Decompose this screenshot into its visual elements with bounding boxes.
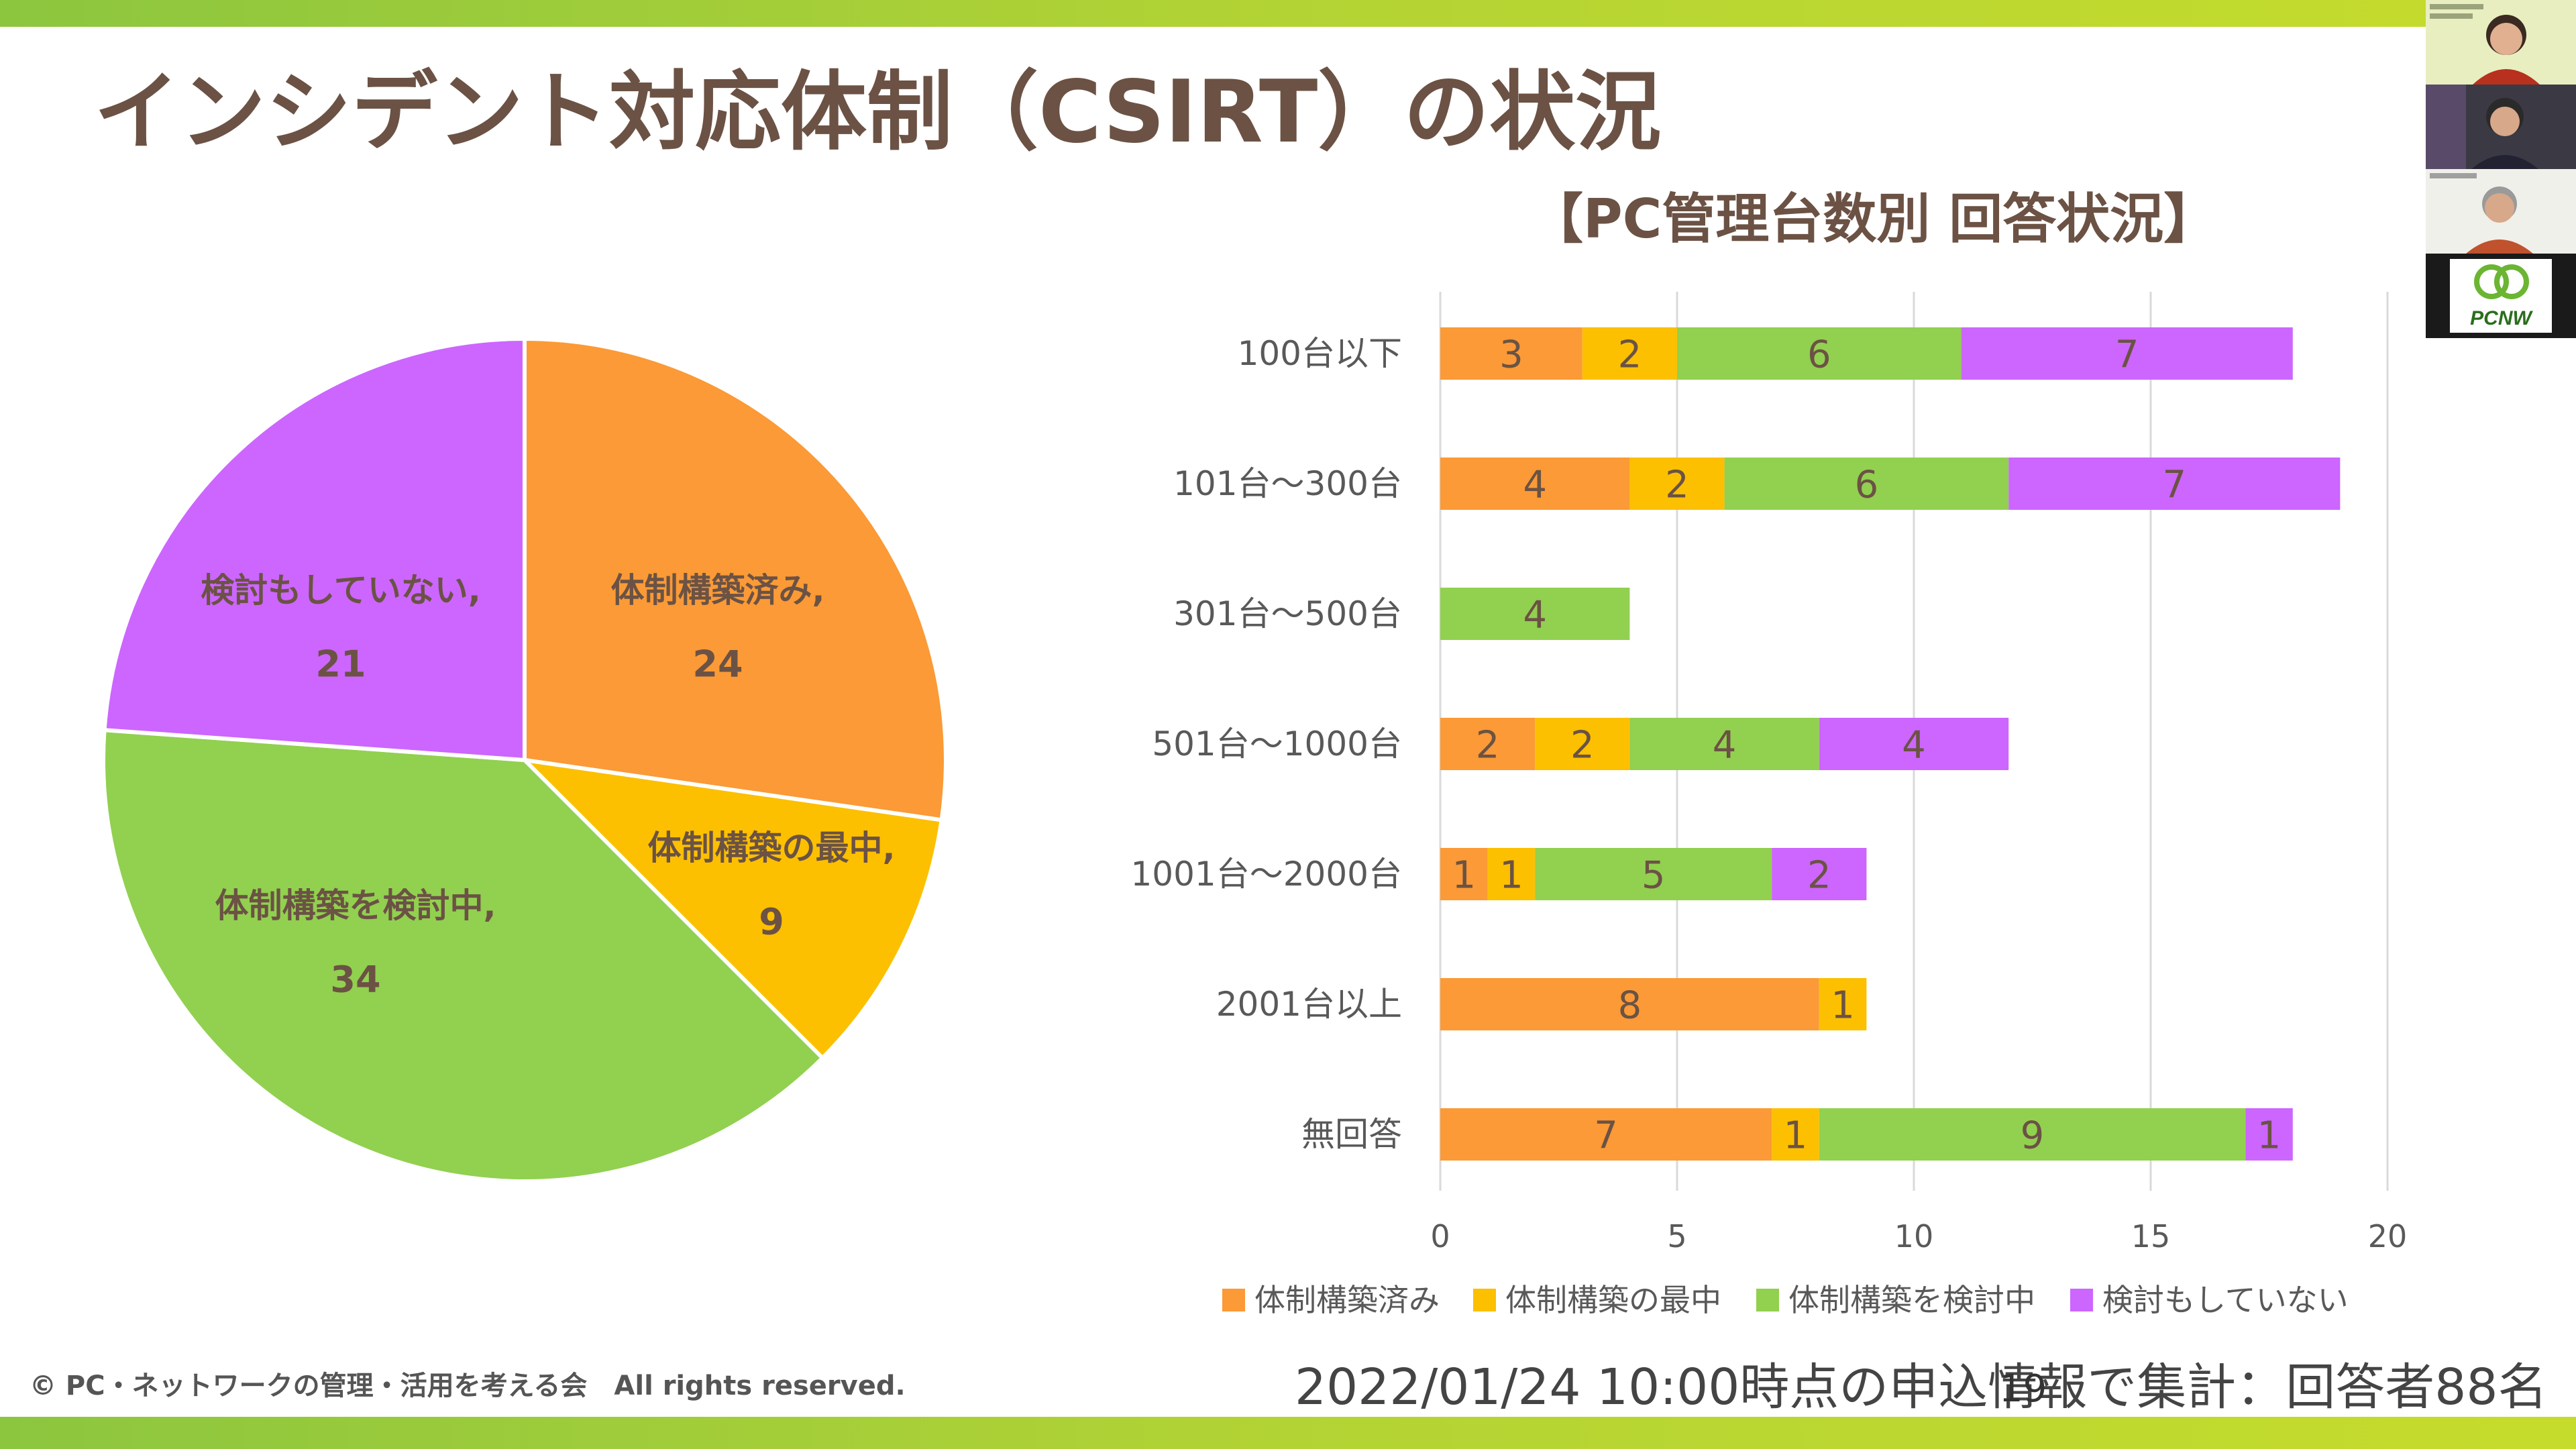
pie-slice-value: 9 bbox=[759, 901, 784, 943]
bottom-accent-bar bbox=[0, 1417, 2576, 1449]
bar-data-label: 2 bbox=[1618, 333, 1642, 377]
participant-avatar-icon bbox=[2426, 0, 2576, 85]
bar-segment bbox=[1629, 718, 1819, 770]
bar-data-label: 8 bbox=[1618, 984, 1642, 1028]
bar-data-label: 1 bbox=[1452, 854, 1476, 898]
x-tick-label: 20 bbox=[2368, 1218, 2408, 1254]
y-category-label: 2001台以上 bbox=[1216, 985, 1402, 1024]
participant-video-3[interactable] bbox=[2426, 169, 2576, 254]
bar-segment bbox=[1440, 1108, 1772, 1161]
bar-segment bbox=[1724, 458, 2009, 510]
footer-note: 2022/01/24 10:00時点の申込情報で集計：回答者88名 bbox=[1295, 1358, 2548, 1416]
pcnw-logo-icon: PCNW bbox=[2450, 259, 2552, 333]
legend-label: 体制構築を検討中 bbox=[1788, 1282, 2035, 1318]
bar-segment bbox=[1440, 327, 1582, 380]
bar-segment bbox=[1772, 848, 1867, 900]
page-number: 19 bbox=[1999, 1367, 2047, 1411]
pie-slice-value: 34 bbox=[330, 959, 380, 1001]
pcnw-logo-text: PCNW bbox=[2470, 307, 2533, 329]
bar-segment bbox=[1629, 458, 1725, 510]
bar-data-label: 1 bbox=[1831, 984, 1855, 1028]
bar-data-label: 4 bbox=[1902, 724, 1926, 767]
pie-slice bbox=[523, 336, 948, 822]
legend-label: 体制構築済み bbox=[1254, 1282, 1440, 1318]
y-category-label: 1001台～2000台 bbox=[1131, 855, 1403, 894]
bar-segment bbox=[1772, 1108, 1819, 1161]
bar-segment bbox=[1535, 718, 1630, 770]
bar-data-label: 9 bbox=[2021, 1114, 2045, 1158]
y-category-label: 100台以下 bbox=[1238, 334, 1402, 373]
legend-swatch bbox=[1473, 1289, 1496, 1311]
legend-swatch bbox=[2070, 1289, 2093, 1311]
bar-data-label: 5 bbox=[1642, 854, 1666, 898]
pie-slice-label: 体制構築を検討中, bbox=[215, 886, 496, 925]
bar-data-label: 1 bbox=[1784, 1114, 1808, 1158]
bar-data-label: 2 bbox=[1570, 724, 1595, 767]
pie-slice-value: 24 bbox=[692, 643, 743, 686]
slide-title: インシデント対応体制（CSIRT）の状況 bbox=[94, 62, 1662, 162]
bar-segment bbox=[1582, 327, 1677, 380]
bar-data-label: 6 bbox=[1807, 333, 1831, 377]
bar-segment bbox=[1487, 848, 1536, 900]
bar-segment bbox=[1440, 718, 1536, 770]
y-category-label: 301台～500台 bbox=[1173, 594, 1402, 633]
x-tick-label: 0 bbox=[1430, 1218, 1450, 1254]
bar-data-label: 2 bbox=[1807, 854, 1831, 898]
bar-data-label: 6 bbox=[1855, 464, 1879, 507]
bar-segment bbox=[1440, 588, 1630, 640]
x-tick-label: 10 bbox=[1894, 1218, 1934, 1254]
legend-swatch bbox=[1222, 1289, 1245, 1311]
footer-copyright: © PC・ネットワークの管理・活用を考える会 All rights reserv… bbox=[30, 1371, 906, 1401]
pcnw-logo-tile: PCNW bbox=[2426, 254, 2576, 338]
x-tick-label: 15 bbox=[2131, 1218, 2171, 1254]
charts-canvas: 体制構築済み,24体制構築の最中,9体制構築を検討中,34検討もしていない,21… bbox=[101, 292, 2408, 1318]
bar-data-label: 7 bbox=[2162, 464, 2186, 507]
bar-segment bbox=[1440, 848, 1488, 900]
bar-data-label: 2 bbox=[1476, 724, 1500, 767]
bar-data-label: 4 bbox=[1713, 724, 1737, 767]
bar-segment bbox=[1440, 978, 1819, 1030]
chart-subtitle: 【PC管理台数別 回答状況】 bbox=[1529, 188, 2218, 250]
participant-avatar-icon bbox=[2426, 85, 2576, 169]
participant-video-1[interactable] bbox=[2426, 0, 2576, 85]
pie-slice bbox=[101, 727, 826, 1183]
bar-segment bbox=[1440, 458, 1630, 510]
bar-segment bbox=[1819, 718, 2009, 770]
pie-slice-label: 体制構築済み, bbox=[611, 571, 825, 610]
bar-data-label: 4 bbox=[1523, 594, 1547, 637]
bar-segment bbox=[1961, 327, 2293, 380]
bar-data-label: 2 bbox=[1665, 464, 1689, 507]
top-accent-bar bbox=[0, 0, 2576, 27]
bar-segment bbox=[2245, 1108, 2293, 1161]
pie-slice-value: 21 bbox=[315, 643, 366, 686]
video-participants-strip: PCNW bbox=[2426, 0, 2576, 338]
participant-avatar-icon bbox=[2426, 169, 2576, 254]
bar-data-label: 7 bbox=[1594, 1114, 1618, 1158]
legend-swatch bbox=[1756, 1289, 1779, 1311]
y-category-label: 101台～300台 bbox=[1173, 464, 1402, 503]
bar-data-label: 7 bbox=[2115, 333, 2139, 377]
pie-slice bbox=[519, 757, 945, 1061]
legend-label: 検討もしていない bbox=[2102, 1282, 2349, 1318]
bar-segment bbox=[1677, 327, 1962, 380]
bar-data-label: 1 bbox=[1499, 854, 1523, 898]
bar-data-label: 3 bbox=[1499, 333, 1523, 377]
legend-label: 体制構築の最中 bbox=[1505, 1282, 1721, 1318]
bar-segment bbox=[1819, 1108, 2246, 1161]
bar-segment bbox=[1535, 848, 1772, 900]
participant-video-2[interactable] bbox=[2426, 85, 2576, 169]
bar-data-label: 1 bbox=[2257, 1114, 2282, 1158]
bar-segment bbox=[2008, 458, 2341, 510]
pie-slice bbox=[102, 336, 527, 763]
pie-slice-label: 検討もしていない, bbox=[201, 571, 481, 610]
bar-segment bbox=[1819, 978, 1867, 1030]
bar-data-label: 4 bbox=[1523, 464, 1547, 507]
y-category-label: 501台～1000台 bbox=[1152, 724, 1402, 763]
y-category-label: 無回答 bbox=[1301, 1115, 1402, 1154]
x-tick-label: 5 bbox=[1667, 1218, 1686, 1254]
pie-slice-label: 体制構築の最中, bbox=[648, 828, 896, 867]
